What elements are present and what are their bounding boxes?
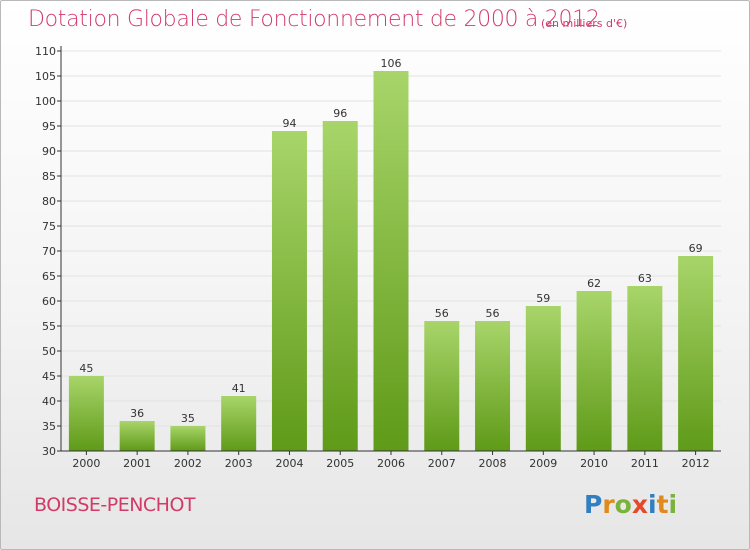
bar bbox=[576, 291, 612, 451]
bar bbox=[373, 71, 409, 451]
data-label: 106 bbox=[381, 57, 402, 70]
bar bbox=[678, 256, 714, 451]
data-label: 63 bbox=[638, 272, 652, 285]
bar bbox=[475, 321, 511, 451]
x-tick-label: 2001 bbox=[123, 457, 151, 470]
y-tick-label: 85 bbox=[42, 170, 56, 183]
data-label: 59 bbox=[536, 292, 550, 305]
y-tick-label: 105 bbox=[35, 70, 56, 83]
y-tick-label: 110 bbox=[35, 45, 56, 58]
data-label: 96 bbox=[333, 107, 347, 120]
x-tick-label: 2012 bbox=[682, 457, 710, 470]
bar bbox=[271, 131, 307, 451]
data-label: 35 bbox=[181, 412, 195, 425]
bar bbox=[525, 306, 561, 451]
bar bbox=[221, 396, 257, 451]
x-tick-label: 2009 bbox=[529, 457, 557, 470]
y-tick-label: 100 bbox=[35, 95, 56, 108]
logo-letter: i bbox=[668, 490, 678, 519]
logo-letter: P bbox=[584, 490, 603, 519]
chart-subtitle: (en milliers d'€) bbox=[541, 17, 628, 30]
y-tick-label: 45 bbox=[42, 370, 56, 383]
data-label: 45 bbox=[79, 362, 93, 375]
data-label: 41 bbox=[232, 382, 246, 395]
x-tick-label: 2006 bbox=[377, 457, 405, 470]
y-tick-label: 55 bbox=[42, 320, 56, 333]
x-tick-label: 2010 bbox=[580, 457, 608, 470]
proxiti-logo: Proxiti bbox=[584, 490, 677, 519]
x-tick-label: 2003 bbox=[225, 457, 253, 470]
y-tick-label: 50 bbox=[42, 345, 56, 358]
y-tick-label: 65 bbox=[42, 270, 56, 283]
data-labels: 45 36 35 41 94 96 106 56 56 59 62 63 69 bbox=[79, 57, 702, 425]
bar bbox=[424, 321, 460, 451]
y-tick-label: 60 bbox=[42, 295, 56, 308]
bar bbox=[322, 121, 358, 451]
x-tick-label: 2011 bbox=[631, 457, 659, 470]
logo-letter: x bbox=[631, 490, 648, 519]
y-axis-ticks: 30 35 40 45 50 55 60 65 70 75 80 85 90 95 100 105 110 bbox=[35, 45, 61, 458]
x-tick-label: 2004 bbox=[275, 457, 303, 470]
data-label: 56 bbox=[486, 307, 500, 320]
y-tick-label: 30 bbox=[42, 445, 56, 458]
bar bbox=[627, 286, 663, 451]
y-tick-label: 35 bbox=[42, 420, 56, 433]
y-tick-label: 75 bbox=[42, 220, 56, 233]
x-tick-label: 2007 bbox=[428, 457, 456, 470]
chart-title: Dotation Globale de Fonctionnement de 20… bbox=[28, 7, 600, 32]
y-tick-label: 90 bbox=[42, 145, 56, 158]
data-label: 69 bbox=[689, 242, 703, 255]
y-tick-label: 40 bbox=[42, 395, 56, 408]
x-tick-label: 2005 bbox=[326, 457, 354, 470]
y-tick-label: 95 bbox=[42, 120, 56, 133]
y-tick-label: 70 bbox=[42, 245, 56, 258]
logo-letter: r bbox=[602, 490, 615, 519]
logo-letter: i bbox=[648, 490, 657, 519]
y-tick-label: 80 bbox=[42, 195, 56, 208]
logo-letter: o bbox=[614, 490, 632, 519]
data-label: 94 bbox=[282, 117, 296, 130]
x-tick-label: 2008 bbox=[479, 457, 507, 470]
bar bbox=[68, 376, 104, 451]
bars bbox=[68, 71, 714, 451]
x-axis-ticks: 2000 2001 2002 2003 2004 2005 2006 2007 2008 2009… bbox=[72, 451, 710, 470]
commune-name: BOISSE-PENCHOT bbox=[34, 494, 196, 516]
logo-letter: t bbox=[656, 490, 669, 519]
bar bbox=[119, 421, 155, 451]
bar bbox=[170, 426, 206, 451]
data-label: 36 bbox=[130, 407, 144, 420]
data-label: 62 bbox=[587, 277, 601, 290]
axes bbox=[60, 46, 721, 452]
x-tick-label: 2000 bbox=[72, 457, 100, 470]
x-tick-label: 2002 bbox=[174, 457, 202, 470]
data-label: 56 bbox=[435, 307, 449, 320]
